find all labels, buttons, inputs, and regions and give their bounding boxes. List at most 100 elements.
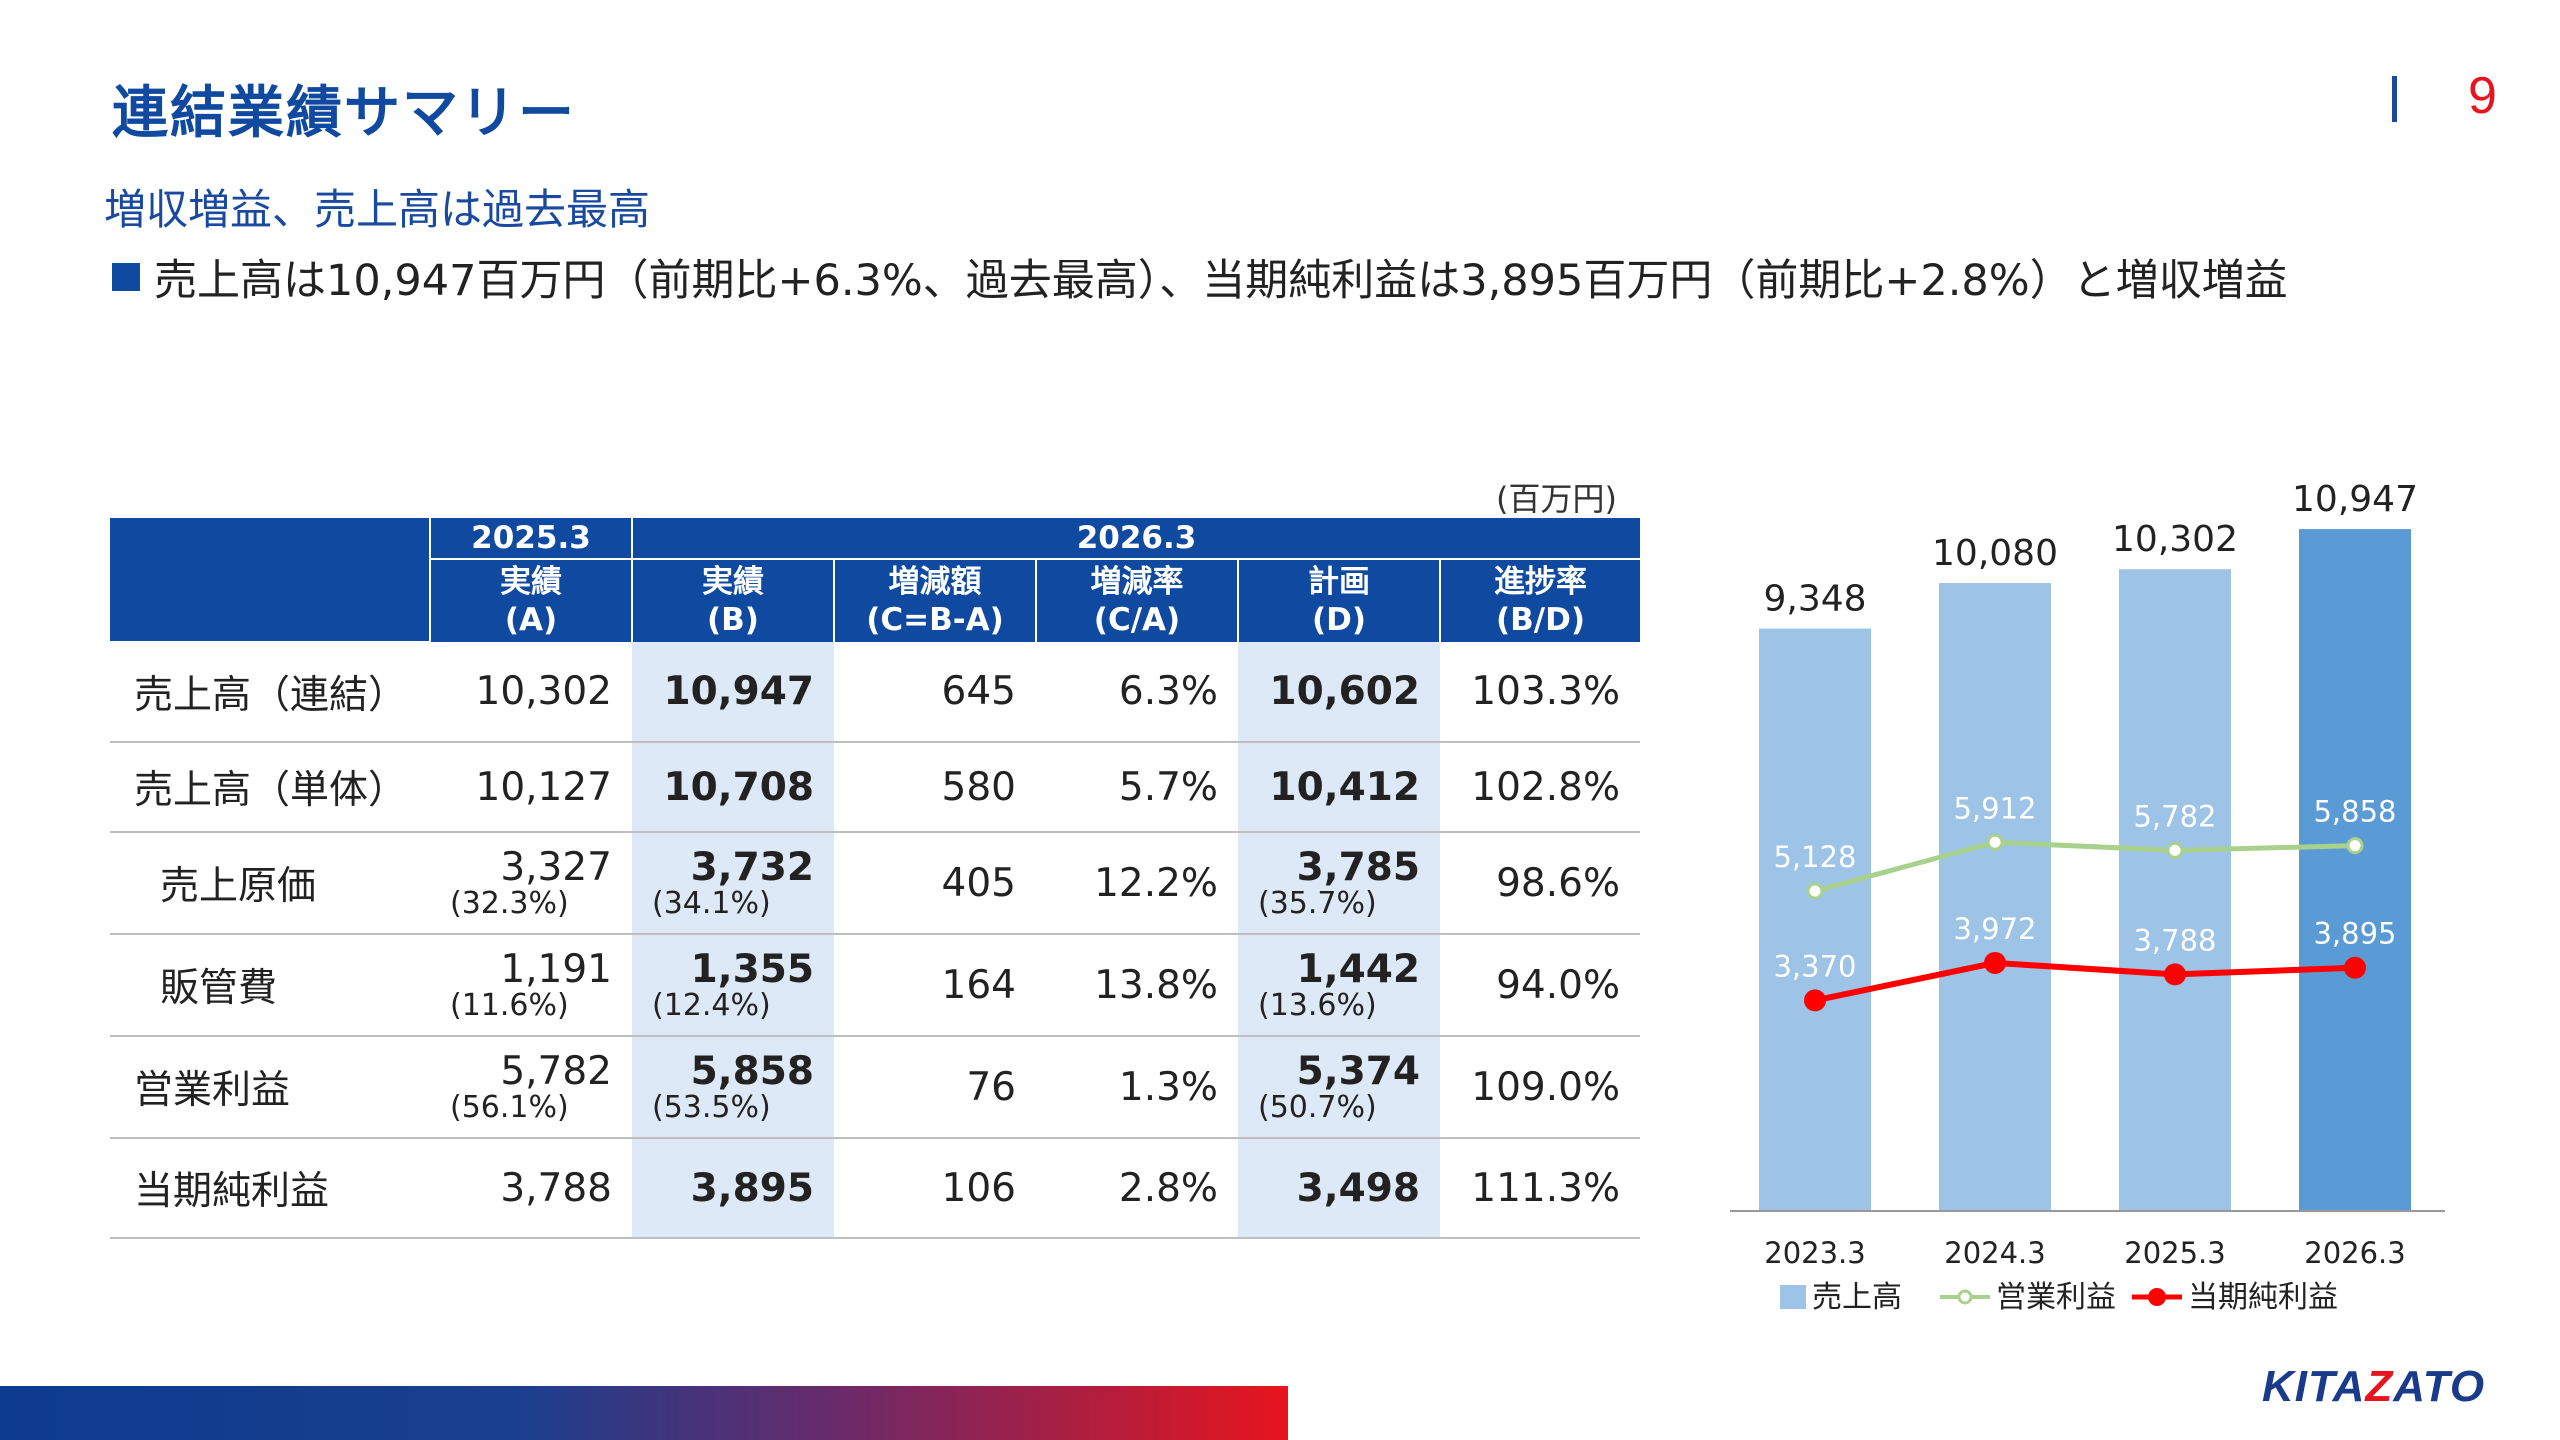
- cell-b-ratio: (12.4%): [652, 988, 771, 1023]
- table-row: 売上高（連結） 10,302 10,947 645 6.3% 10,602 10…: [110, 642, 1641, 743]
- cell-b-value: 5,858: [690, 1049, 814, 1094]
- cell-d: 10,602: [1238, 642, 1440, 743]
- cell-c: 76: [834, 1036, 1036, 1139]
- legend-swatch-sales: [1780, 1285, 1806, 1309]
- legend-swatch-net-income-point: [2148, 1288, 2166, 1306]
- cell-d: 3,498: [1238, 1138, 1440, 1239]
- col-header-a: 実績 (A): [429, 559, 632, 642]
- cell-b-ratio: (53.5%): [652, 1090, 771, 1125]
- row-label: 売上高（単体）: [110, 742, 430, 833]
- operating-profit-label: 5,912: [1953, 791, 2036, 825]
- cell-b: 10,708: [632, 742, 834, 833]
- bar-sales: [2299, 529, 2411, 1210]
- page-number-divider: [2392, 76, 2397, 122]
- cell-bd: 102.8%: [1440, 742, 1641, 833]
- point-operating-profit: [2346, 837, 2364, 855]
- bar-sales: [1939, 583, 2051, 1210]
- net-income-label: 3,972: [1953, 912, 2036, 946]
- col-header-c-line2: (C=B-A): [866, 602, 1004, 638]
- page-number: 9: [2468, 67, 2497, 125]
- point-net-income: [2164, 963, 2186, 986]
- cell-b-ratio: (34.1%): [652, 886, 771, 921]
- cell-c: 106: [834, 1138, 1036, 1239]
- cell-bd: 98.6%: [1440, 832, 1641, 935]
- table-row: 売上高（単体） 10,127 10,708 580 5.7% 10,412 10…: [110, 742, 1641, 833]
- bar-value-label: 9,348: [1763, 579, 1866, 620]
- col-header-b: 実績 (B): [631, 559, 834, 642]
- logo-text-a: KITA: [2262, 1362, 2366, 1411]
- col-header-bd: 進捗率 (B/D): [1438, 559, 1641, 642]
- cell-d-value: 3,785: [1296, 845, 1420, 890]
- bullet-square-icon: [112, 263, 140, 291]
- cell-a: 5,782 (56.1%): [430, 1036, 632, 1139]
- summary-bullet-text: 売上高は10,947百万円（前期比+6.3%、過去最高）、当期純利益は3,895…: [154, 256, 2288, 306]
- cell-a-ratio: (11.6%): [450, 988, 569, 1023]
- col-header-d: 計画 (D): [1237, 559, 1440, 642]
- company-logo: KITAZATO: [2262, 1362, 2485, 1412]
- operating-profit-label: 5,782: [2133, 799, 2216, 833]
- col-header-a-line2: (A): [504, 602, 558, 638]
- slide-subtitle: 増収増益、売上高は過去最高: [104, 185, 651, 234]
- point-net-income: [2344, 956, 2366, 979]
- cell-c: 580: [834, 742, 1036, 833]
- bar-value-label: 10,302: [2112, 519, 2238, 560]
- bar-value-label: 10,080: [1932, 533, 2058, 574]
- cell-d: 3,785 (35.7%): [1238, 832, 1440, 935]
- table-row: 販管費 1,191 (11.6%) 1,355 (12.4%) 164 13.8% …: [110, 934, 1641, 1037]
- x-tick-label: 2023.3: [1764, 1236, 1865, 1270]
- col-header-d-line2: (D): [1311, 602, 1367, 638]
- legend-label-net-income: 当期純利益: [2188, 1280, 2338, 1315]
- cell-ca: 6.3%: [1036, 642, 1238, 743]
- legend-label-sales: 売上高: [1812, 1280, 1902, 1315]
- cell-c: 405: [834, 832, 1036, 935]
- footer-gradient-bar: [0, 1386, 1288, 1440]
- cell-b: 10,947: [632, 642, 834, 743]
- cell-a: 1,191 (11.6%): [430, 934, 632, 1037]
- table-row: 営業利益 5,782 (56.1%) 5,858 (53.5%) 76 1.3% 5…: [110, 1036, 1641, 1139]
- cell-b: 1,355 (12.4%): [632, 934, 834, 1037]
- cell-bd: 103.3%: [1440, 642, 1641, 743]
- cell-a-value: 3,327: [500, 845, 612, 890]
- x-tick-label: 2025.3: [2124, 1236, 2225, 1270]
- cell-d: 10,412: [1238, 742, 1440, 833]
- cell-ca: 2.8%: [1036, 1138, 1238, 1239]
- cell-d: 5,374 (50.7%): [1238, 1036, 1440, 1139]
- col-header-ca-line1: 増減率: [1090, 564, 1184, 600]
- legend-label-operating-profit: 営業利益: [1996, 1280, 2116, 1315]
- x-tick-label: 2026.3: [2304, 1236, 2405, 1270]
- cell-a-ratio: (56.1%): [450, 1090, 569, 1125]
- cell-b: 5,858 (53.5%): [632, 1036, 834, 1139]
- cell-c: 645: [834, 642, 1036, 743]
- point-net-income: [1804, 989, 1826, 1012]
- net-income-label: 3,788: [2133, 923, 2216, 957]
- col-header-ca-line2: (C/A): [1093, 602, 1181, 638]
- cell-bd: 94.0%: [1440, 934, 1641, 1037]
- bar-value-label: 10,947: [2292, 479, 2418, 520]
- cell-bd: 111.3%: [1440, 1138, 1641, 1239]
- cell-b: 3,732 (34.1%): [632, 832, 834, 935]
- col-header-d-line1: 計画: [1308, 564, 1370, 600]
- summary-bullet: 売上高は10,947百万円（前期比+6.3%、過去最高）、当期純利益は3,895…: [112, 246, 2288, 308]
- cell-bd: 109.0%: [1440, 1036, 1641, 1139]
- cell-d-value: 5,374: [1296, 1049, 1420, 1094]
- cell-a: 10,127: [430, 742, 632, 833]
- col-header-bd-line2: (B/D): [1495, 602, 1586, 638]
- cell-a-value: 5,782: [500, 1049, 612, 1094]
- cell-b-value: 3,732: [690, 845, 814, 890]
- point-net-income: [1984, 951, 2006, 974]
- group-header-2026: 2026.3: [630, 518, 1641, 560]
- row-label: 売上高（連結）: [110, 642, 430, 743]
- logo-text-b: ATO: [2393, 1362, 2486, 1411]
- row-label: 販管費: [110, 934, 430, 1037]
- cell-d: 1,442 (13.6%): [1238, 934, 1440, 1037]
- line-operating-profit: [1814, 839, 2356, 894]
- col-header-b-line1: 実績: [702, 564, 764, 600]
- col-header-ca: 増減率 (C/A): [1035, 559, 1238, 642]
- net-income-label: 3,370: [1773, 949, 1856, 983]
- row-label: 売上原価: [110, 832, 430, 935]
- bar-sales: [1759, 628, 1871, 1210]
- table-unit-label: (百万円): [1496, 480, 1617, 518]
- bar-sales: [2119, 569, 2231, 1210]
- cell-a-ratio: (32.3%): [450, 886, 569, 921]
- cell-ca: 5.7%: [1036, 742, 1238, 833]
